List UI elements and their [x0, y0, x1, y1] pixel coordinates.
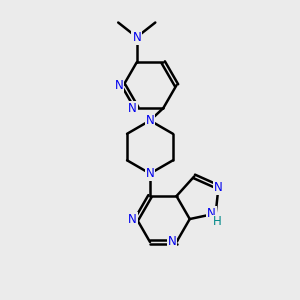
Text: N: N [128, 102, 137, 115]
Text: N: N [168, 236, 176, 248]
Text: N: N [132, 31, 141, 44]
Text: N: N [146, 114, 154, 127]
Text: N: N [146, 167, 154, 180]
Text: N: N [214, 181, 223, 194]
Text: N: N [128, 212, 137, 226]
Text: N: N [207, 207, 216, 220]
Text: H: H [213, 215, 221, 228]
Text: N: N [115, 79, 124, 92]
